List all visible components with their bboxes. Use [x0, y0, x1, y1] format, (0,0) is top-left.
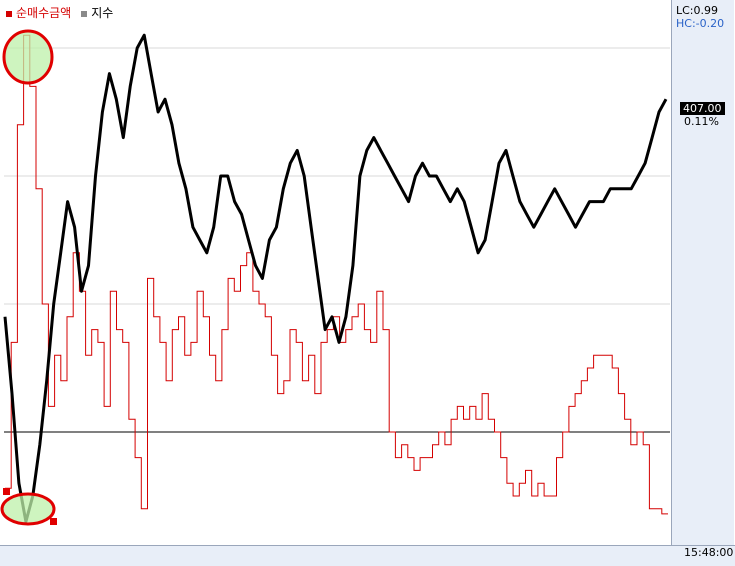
current-time-label: 15:48:00 — [684, 546, 734, 559]
hc-indicator: HC:-0.20 — [676, 17, 725, 30]
legend-swatch-icon — [81, 10, 88, 17]
legend-label-index: 지수 — [91, 6, 114, 20]
legend-item-index[interactable]: 지수 — [81, 4, 113, 21]
annotation-markers — [0, 29, 57, 526]
legend-swatch-icon — [6, 10, 12, 17]
series-index-line — [3, 33, 668, 524]
y-axis-panel — [671, 0, 734, 545]
series-net-buy-line — [5, 34, 668, 515]
ellipse-marker-top — [2, 29, 54, 85]
last-change-label: 0.11% — [684, 115, 719, 128]
x-axis-panel — [0, 545, 735, 566]
selection-handle-right — [50, 518, 57, 525]
gridlines — [4, 47, 670, 305]
last-price-badge: 407.00 — [680, 102, 725, 115]
legend: 순매수금액 지수 — [6, 4, 113, 21]
ellipse-marker-bottom — [0, 492, 56, 526]
selection-handle-left — [3, 488, 10, 495]
lc-indicator: LC:0.99 — [676, 4, 719, 17]
legend-item-net-buy[interactable]: 순매수금액 — [6, 4, 71, 21]
legend-label-net-buy: 순매수금액 — [16, 6, 72, 20]
